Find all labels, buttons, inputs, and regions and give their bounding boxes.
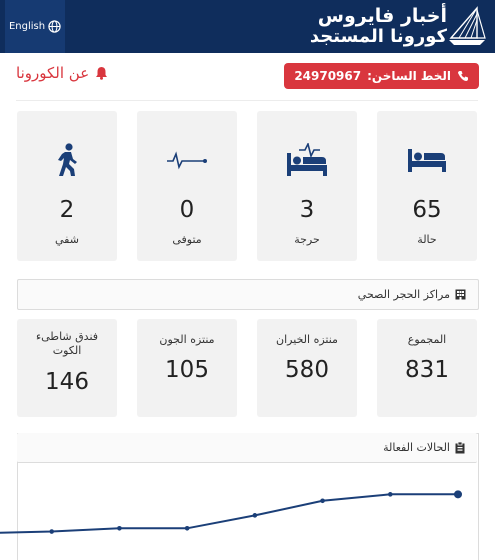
about-corona-label: عن الكورونا	[16, 64, 90, 82]
stat-label: حالة	[417, 233, 437, 246]
quarantine-card-khiran: منتزه الخيران 580	[257, 319, 357, 417]
quarantine-label: منتزه الجون	[159, 333, 215, 346]
quarantine-section-header: مراكز الحجر الصحي	[17, 279, 479, 310]
data-point[interactable]	[387, 492, 393, 497]
active-cases-panel: الحالات الفعالة	[17, 433, 479, 560]
quarantine-label: منتزه الخيران	[276, 333, 338, 346]
walking-person-icon	[58, 143, 77, 176]
stat-value: 2	[59, 197, 75, 223]
series-line	[0, 493, 458, 534]
data-point[interactable]	[117, 525, 122, 531]
stat-card-cases: 65 حالة	[377, 111, 477, 261]
language-label: English	[8, 21, 46, 32]
sailboat-logo-icon	[449, 6, 486, 45]
critical-bed-icon	[287, 143, 327, 176]
active-cases-chart	[0, 490, 462, 534]
quarantine-label: فندق شاطىء الكوت	[35, 330, 99, 357]
stat-value: 3	[299, 197, 315, 223]
bed-icon	[408, 149, 446, 172]
quarantine-value: 146	[45, 369, 89, 395]
globe-icon	[48, 20, 61, 33]
brand-title-line1: أخبار فايروس	[317, 5, 447, 27]
data-point[interactable]	[454, 490, 462, 499]
site-brand[interactable]: أخبار فايروس كورونا المستجد	[310, 4, 487, 50]
clipboard-icon	[455, 441, 465, 453]
data-point[interactable]	[252, 513, 258, 518]
data-point[interactable]	[49, 529, 55, 534]
brand-title-line2: كورونا المستجد	[309, 26, 447, 47]
hotline-number: 24970967	[294, 69, 362, 83]
flatline-icon	[167, 151, 207, 170]
stat-value: 65	[412, 197, 442, 223]
active-cases-header: الحالات الفعالة	[17, 433, 477, 463]
hotline-button[interactable]: الخط الساخن: 24970967	[284, 63, 479, 89]
data-point[interactable]	[184, 525, 190, 531]
quarantine-card-total: المجموع 831	[377, 319, 477, 417]
phone-icon	[458, 71, 468, 81]
stat-card-critical: 3 حرجة	[257, 111, 357, 261]
building-icon	[455, 289, 466, 300]
stat-card-recovered: 2 شفي	[17, 111, 117, 261]
stat-label: شفي	[55, 233, 79, 246]
bell-icon	[96, 67, 108, 80]
quarantine-value: 580	[285, 357, 329, 383]
quarantine-value: 831	[405, 357, 449, 383]
stat-value: 0	[179, 197, 195, 223]
quarantine-card-kout-beach-hotel: فندق شاطىء الكوت 146	[17, 319, 117, 417]
language-toggle-button[interactable]: English	[5, 0, 65, 53]
stat-label: حرجة	[294, 233, 320, 246]
quarantine-card-jon: منتزه الجون 105	[137, 319, 237, 417]
hotline-label: الخط الساخن:	[367, 69, 451, 83]
divider	[16, 100, 478, 101]
top-navbar: English أخبار فايروس كورونا المستجد	[0, 0, 495, 53]
active-cases-title: الحالات الفعالة	[383, 441, 450, 454]
about-corona-link[interactable]: عن الكورونا	[16, 64, 108, 82]
quarantine-value: 105	[165, 357, 209, 383]
stat-card-deaths: 0 متوفى	[137, 111, 237, 261]
quarantine-title: مراكز الحجر الصحي	[357, 288, 450, 301]
data-point[interactable]	[320, 498, 325, 504]
quarantine-label: المجموع	[407, 333, 447, 346]
stat-label: متوفى	[172, 233, 202, 246]
